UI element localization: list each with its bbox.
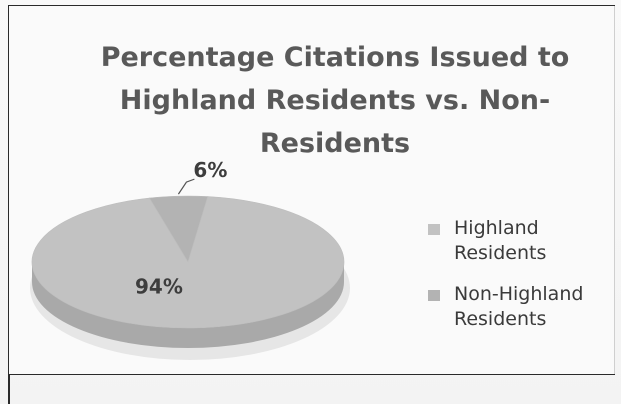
pie-label-non-highland: 6% xyxy=(193,158,227,182)
chart-title-line-1: Percentage Citations Issued to xyxy=(100,42,570,73)
pie-side-wall xyxy=(32,262,344,348)
pie-slice-highland xyxy=(31,196,345,329)
pie-top xyxy=(31,195,345,329)
legend-label-non-highland-line-1: Non-Highland xyxy=(454,283,584,305)
frame-edge xyxy=(8,374,10,404)
legend-swatch-highland xyxy=(428,224,440,235)
legend-label-highland-line-2: Residents xyxy=(454,242,547,264)
pie-label-highland: 94% xyxy=(135,275,183,299)
pie-labels: 94% 6% xyxy=(135,158,227,299)
legend: Highland Residents Non-Highland Resident… xyxy=(428,216,618,348)
pie-side xyxy=(32,262,344,348)
chart-title: Percentage Citations Issued to Highland … xyxy=(80,36,590,165)
chart-title-line-3: Residents xyxy=(259,128,411,159)
legend-item-non-highland: Non-Highland Residents xyxy=(428,282,618,332)
legend-label-non-highland-line-2: Residents xyxy=(454,308,547,330)
pie-leader-line xyxy=(177,178,195,195)
legend-label-highland-line-1: Highland xyxy=(454,217,539,239)
chart-title-line-2: Highland Residents vs. Non- xyxy=(119,85,551,116)
legend-item-highland: Highland Residents xyxy=(428,216,618,266)
legend-swatch-non-highland xyxy=(428,290,440,301)
